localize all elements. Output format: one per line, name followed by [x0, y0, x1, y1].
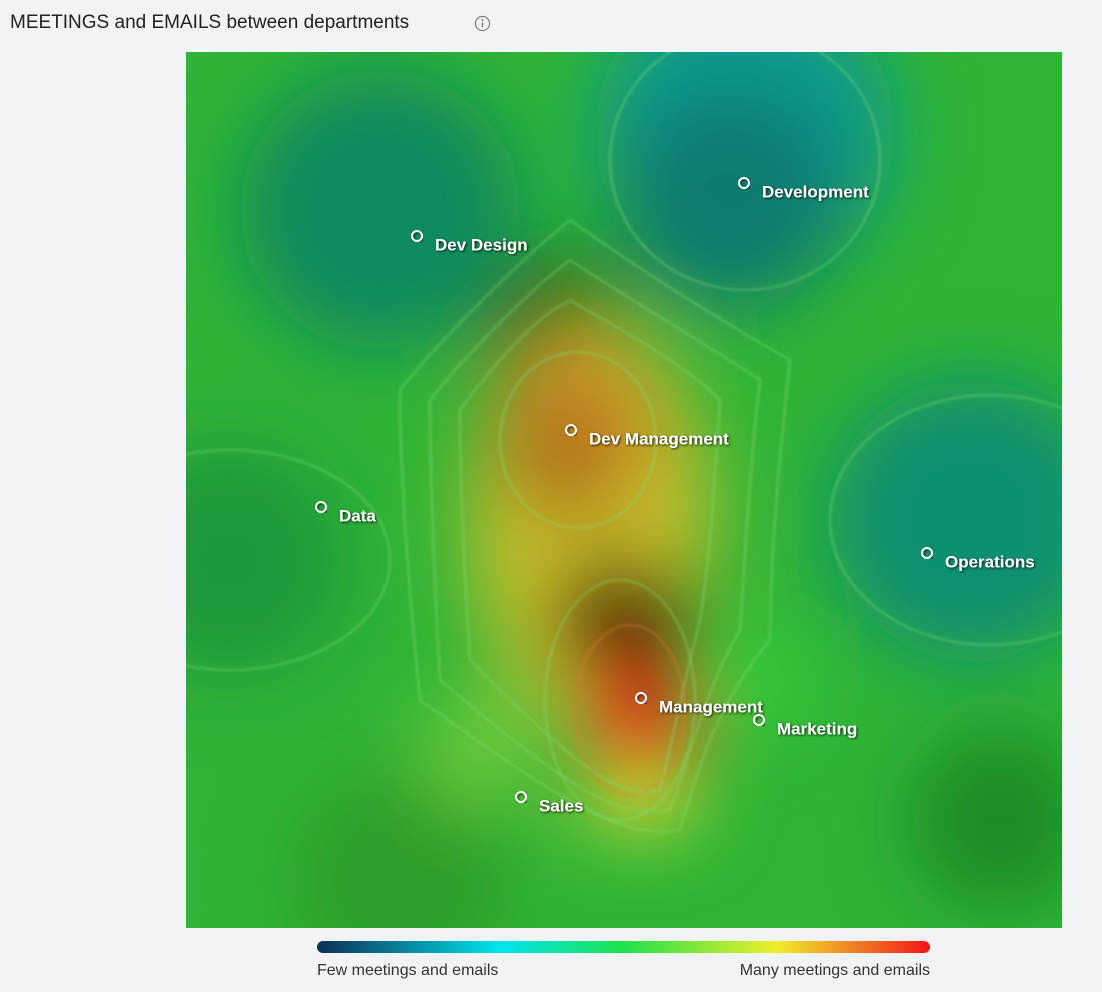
node-marker: [515, 791, 527, 803]
node-label: Management: [659, 697, 763, 716]
node-label: Operations: [945, 552, 1035, 571]
node-marker: [411, 230, 423, 242]
node-label: Dev Management: [589, 429, 729, 448]
legend-high-label: Many meetings and emails: [739, 962, 930, 979]
node-label: Marketing: [777, 719, 857, 738]
node-marker: [753, 714, 765, 726]
node-marker: [635, 692, 647, 704]
node-layer: Development Dev Design Dev Management Data O…: [315, 177, 1035, 815]
node-marker: [315, 501, 327, 513]
node-label: Development: [762, 182, 869, 201]
node-label: Sales: [539, 796, 583, 815]
node-marker: [565, 424, 577, 436]
info-icon[interactable]: [474, 15, 491, 32]
heat-field: [186, 52, 1062, 928]
node-label: Data: [339, 506, 376, 525]
section-title: MEETINGS and EMAILS between departments: [10, 12, 410, 33]
node-marker: [738, 177, 750, 189]
node-label: Dev Design: [435, 235, 528, 254]
node-marker: [921, 547, 933, 559]
legend-color-bar: [317, 941, 930, 953]
legend-low-label: Few meetings and emails: [317, 962, 499, 979]
